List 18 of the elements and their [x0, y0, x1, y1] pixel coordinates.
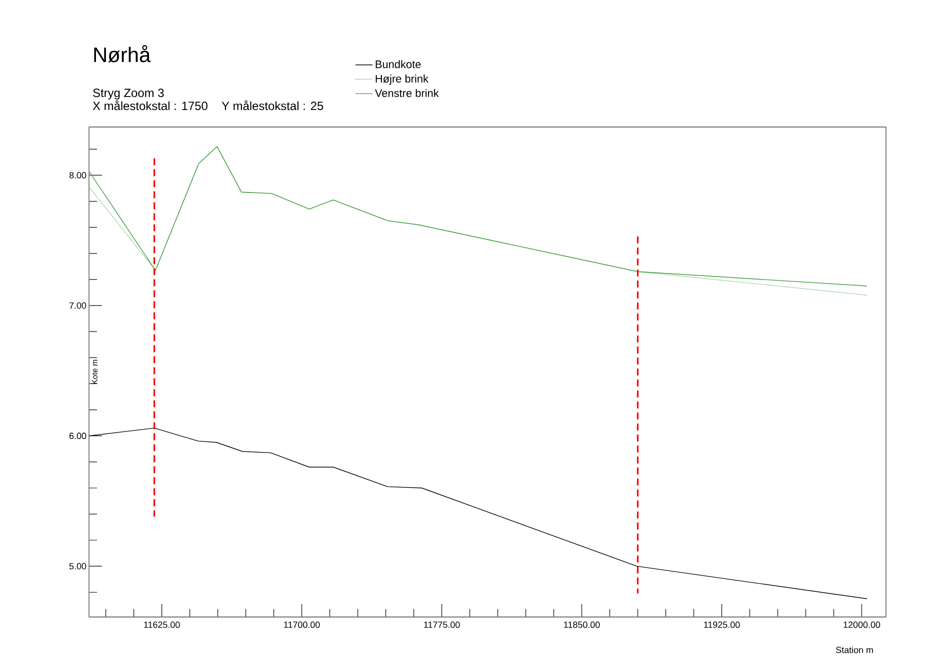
chart-title: Nørhå	[94, 45, 151, 62]
text: X målestokstal : 1750	[92, 100, 208, 110]
x-tick-label: 12000.00	[844, 622, 880, 628]
x-axis-title: Station m	[836, 646, 873, 654]
x-tick-label: 11850.00	[564, 622, 600, 628]
chart-subtitle: Stryg Zoom 3	[93, 88, 164, 100]
legend-label: Højre brink	[376, 74, 428, 85]
legend-label: Venstre brink	[374, 88, 439, 98]
y-tick-label: 5.00	[69, 563, 86, 570]
text: Y målestokstal : 25	[222, 100, 324, 110]
y-tick-label: 8.00	[69, 172, 86, 178]
x-tick-label: 11775.00	[424, 622, 460, 628]
x-tick-label: 11925.00	[704, 622, 740, 628]
legend-label: Bundkote	[376, 60, 421, 68]
x-tick-label: 11700.00	[284, 622, 320, 628]
x-tick-label: 11625.00	[144, 622, 180, 628]
y-tick-label: 7.00	[69, 302, 86, 309]
y-tick-label: 6.00	[69, 432, 86, 440]
